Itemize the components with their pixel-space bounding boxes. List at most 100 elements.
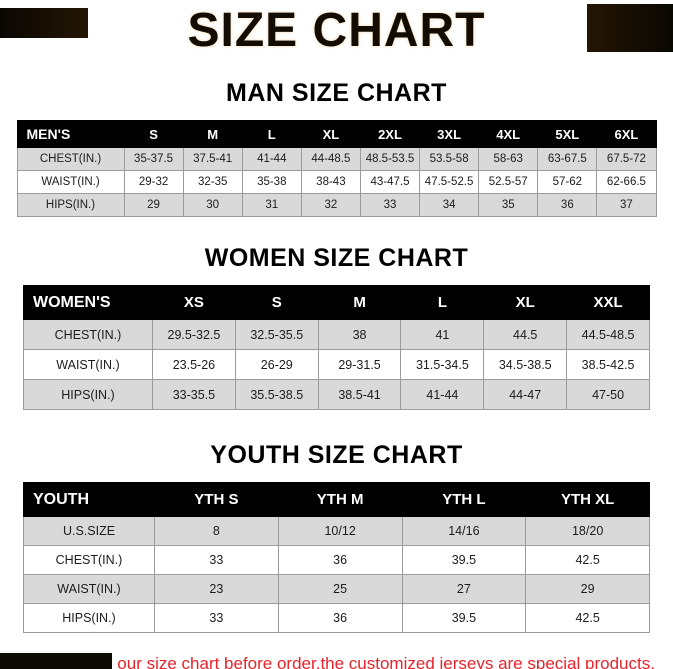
disclaimer-text: Please refer to our size chart before or… <box>0 652 673 669</box>
measurement-value-cell: 35.5-38.5 <box>234 379 319 410</box>
measurement-value-cell: 38.5-42.5 <box>566 349 650 380</box>
size-column-header: L <box>241 120 302 148</box>
size-column-header: XL <box>483 285 568 320</box>
measurement-value-cell: 44-48.5 <box>300 147 361 171</box>
measurement-value-cell: 62-66.5 <box>596 170 657 194</box>
size-column-header: 2XL <box>359 120 421 148</box>
measurement-value-cell: 33 <box>154 603 279 633</box>
size-column-header: S <box>123 120 184 148</box>
measurement-value-cell: 32-35 <box>182 170 243 194</box>
measurement-label-cell: HIPS(IN.) <box>16 193 125 217</box>
measurement-label-cell: U.S.SIZE <box>23 516 155 546</box>
measurement-value-cell: 23.5-26 <box>152 349 236 380</box>
measurement-value-cell: 26-29 <box>234 349 319 380</box>
measurement-label-cell: HIPS(IN.) <box>23 379 153 410</box>
size-column-header: 3XL <box>419 120 480 148</box>
measurement-value-cell: 34.5-38.5 <box>483 349 568 380</box>
measurement-value-cell: 35 <box>478 193 539 217</box>
size-column-header: M <box>317 285 402 320</box>
measurement-value-cell: 57-62 <box>537 170 598 194</box>
measurement-value-cell: 34 <box>419 193 480 217</box>
table-title-cell: WOMEN'S <box>23 285 153 320</box>
table-title-cell: MEN'S <box>16 120 125 148</box>
measurement-value-cell: 33 <box>154 545 279 575</box>
measurement-row: WAIST(IN.) 29-32 32-35 35-38 38-43 43-47.5 47.… <box>16 170 657 194</box>
measurement-value-cell: 52.5-57 <box>478 170 539 194</box>
measurement-label-cell: WAIST(IN.) <box>16 170 125 194</box>
measurement-row: CHEST(IN.) 29.5-32.5 32.5-35.5 38 41 44.5 44.5… <box>23 319 650 350</box>
measurement-value-cell: 44.5-48.5 <box>566 319 650 350</box>
measurement-value-cell: 36 <box>277 545 403 575</box>
measurement-value-cell: 27 <box>401 574 527 604</box>
measurement-row: HIPS(IN.) 29 30 31 32 33 34 35 36 37 <box>16 193 657 217</box>
size-column-header: XXL <box>566 285 650 320</box>
measurement-value-cell: 23 <box>154 574 279 604</box>
measurement-value-cell: 37 <box>596 193 657 217</box>
size-column-header: 6XL <box>596 120 657 148</box>
measurement-value-cell: 29-32 <box>123 170 184 194</box>
page-title: SIZE CHART <box>187 4 486 57</box>
measurement-value-cell: 41 <box>400 319 485 350</box>
measurement-value-cell: 32 <box>300 193 361 217</box>
measurement-value-cell: 35-38 <box>241 170 302 194</box>
measurement-value-cell: 48.5-53.5 <box>359 147 421 171</box>
measurement-label-cell: CHEST(IN.) <box>16 147 125 171</box>
measurement-value-cell: 44-47 <box>483 379 568 410</box>
measurement-value-cell: 38.5-41 <box>317 379 402 410</box>
table-title-cell: YOUTH <box>23 482 155 517</box>
women-section-heading: WOMEN SIZE CHART <box>204 244 469 272</box>
women-size-table: WOMEN'S XS S M L XL XXL CHEST(IN.) 29.5-32.5 32.5… <box>23 285 650 410</box>
measurement-row: WAIST(IN.) 23 25 27 29 <box>23 574 650 604</box>
measurement-value-cell: 67.5-72 <box>596 147 657 171</box>
table-header-row: YOUTH YTH S YTH M YTH L YTH XL <box>23 482 650 517</box>
measurement-value-cell: 42.5 <box>525 603 650 633</box>
size-column-header: XS <box>152 285 236 320</box>
measurement-value-cell: 8 <box>154 516 279 546</box>
corner-block-top-right <box>587 4 673 52</box>
corner-block-bottom-left <box>0 653 112 669</box>
youth-size-table: YOUTH YTH S YTH M YTH L YTH XL U.S.SIZE 8 10/12… <box>23 482 650 633</box>
size-column-header: YTH M <box>277 482 403 517</box>
size-column-header: L <box>400 285 485 320</box>
measurement-value-cell: 43-47.5 <box>359 170 421 194</box>
measurement-value-cell: 38-43 <box>300 170 361 194</box>
measurement-row: CHEST(IN.) 35-37.5 37.5-41 41-44 44-48.5 48.5… <box>16 147 657 171</box>
measurement-value-cell: 36 <box>537 193 598 217</box>
measurement-value-cell: 29 <box>123 193 184 217</box>
measurement-value-cell: 44.5 <box>483 319 568 350</box>
size-column-header: XL <box>300 120 361 148</box>
size-column-header: YTH XL <box>525 482 650 517</box>
measurement-value-cell: 53.5-58 <box>419 147 480 171</box>
youth-section-heading: YOUTH SIZE CHART <box>210 441 463 469</box>
measurement-value-cell: 47.5-52.5 <box>419 170 480 194</box>
size-column-header: YTH L <box>401 482 527 517</box>
measurement-value-cell: 29-31.5 <box>317 349 402 380</box>
measurement-value-cell: 42.5 <box>525 545 650 575</box>
measurement-value-cell: 25 <box>277 574 403 604</box>
measurement-value-cell: 29.5-32.5 <box>152 319 236 350</box>
measurement-value-cell: 37.5-41 <box>182 147 243 171</box>
measurement-row: WAIST(IN.) 23.5-26 26-29 29-31.5 31.5-34.5 34… <box>23 349 650 380</box>
measurement-label-cell: WAIST(IN.) <box>23 349 153 380</box>
measurement-value-cell: 10/12 <box>277 516 403 546</box>
measurement-value-cell: 32.5-35.5 <box>234 319 319 350</box>
measurement-value-cell: 36 <box>277 603 403 633</box>
measurement-value-cell: 30 <box>182 193 243 217</box>
size-column-header: YTH S <box>154 482 279 517</box>
measurement-value-cell: 33-35.5 <box>152 379 236 410</box>
measurement-value-cell: 39.5 <box>401 603 527 633</box>
measurement-label-cell: CHEST(IN.) <box>23 319 153 350</box>
measurement-row: U.S.SIZE 8 10/12 14/16 18/20 <box>23 516 650 546</box>
measurement-value-cell: 29 <box>525 574 650 604</box>
measurement-row: CHEST(IN.) 33 36 39.5 42.5 <box>23 545 650 575</box>
measurement-label-cell: WAIST(IN.) <box>23 574 155 604</box>
measurement-value-cell: 47-50 <box>566 379 650 410</box>
table-header-row: MEN'S S M L XL 2XL 3XL 4XL 5XL 6XL <box>16 120 657 148</box>
measurement-value-cell: 35-37.5 <box>123 147 184 171</box>
men-size-table: MEN'S S M L XL 2XL 3XL 4XL 5XL 6XL CHEST(IN.) 35-37… <box>16 120 657 217</box>
measurement-value-cell: 41-44 <box>241 147 302 171</box>
size-column-header: 4XL <box>478 120 539 148</box>
measurement-value-cell: 31 <box>241 193 302 217</box>
measurement-value-cell: 14/16 <box>401 516 527 546</box>
